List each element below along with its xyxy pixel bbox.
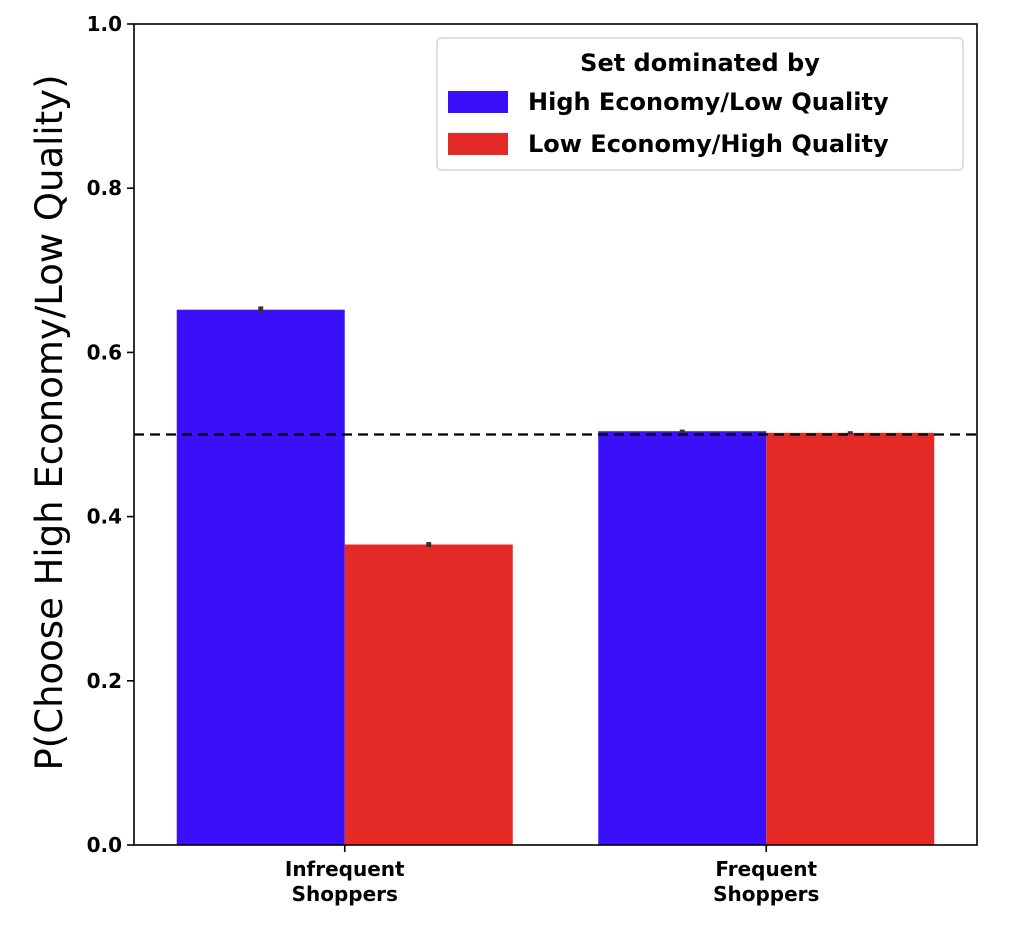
- bar-1-1: [766, 432, 935, 845]
- legend-title: Set dominated by: [580, 49, 820, 77]
- y-tick-label: 0.8: [87, 176, 122, 200]
- x-axis-ticks: Infrequent Shoppers Frequent Shoppers: [285, 845, 819, 906]
- y-tick-label: 0.6: [87, 340, 122, 364]
- bars-layer: [176, 309, 935, 845]
- legend-box: [436, 37, 964, 171]
- y-axis-ticks: 0.0 0.2 0.4 0.6 0.8 1.0: [87, 12, 134, 857]
- x-tick-label: Frequent Shoppers: [713, 857, 819, 906]
- error-bars-layer: [258, 306, 853, 547]
- legend-swatch-1: [448, 133, 508, 155]
- y-tick-label: 0.4: [87, 505, 122, 529]
- plot-frame: [133, 23, 978, 846]
- legend: Set dominated by High Economy/Low Qualit…: [436, 37, 964, 171]
- legend-swatch-0: [448, 91, 508, 113]
- bar-0-1: [598, 431, 767, 845]
- y-tick-label: 1.0: [87, 12, 122, 36]
- legend-entries: High Economy/Low Quality Low Economy/High…: [448, 88, 889, 158]
- legend-label-0: High Economy/Low Quality: [528, 88, 889, 116]
- x-tick-label: Infrequent Shoppers: [285, 857, 405, 906]
- bar-0-0: [176, 309, 345, 845]
- y-axis-label: P(Choose High Economy/Low Quality): [28, 74, 71, 770]
- bar-1-0: [344, 544, 513, 845]
- y-tick-label: 0.0: [87, 833, 122, 857]
- legend-label-1: Low Economy/High Quality: [528, 130, 889, 158]
- y-tick-label: 0.2: [87, 669, 122, 693]
